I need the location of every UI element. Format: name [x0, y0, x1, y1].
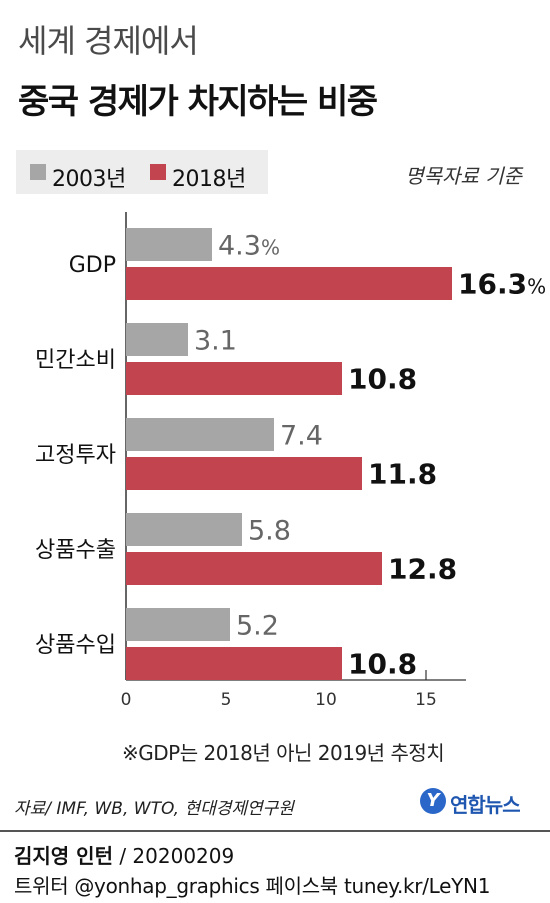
data-label: 7.4 [280, 421, 323, 452]
data-label: 10.8 [348, 363, 417, 396]
bar [126, 552, 382, 585]
category-label: 민간소비 [35, 348, 116, 373]
legend-label-2003: 2003년 [52, 167, 126, 192]
legend-label-2018: 2018년 [172, 167, 246, 192]
logo-mark-icon: Y [420, 788, 446, 814]
x-tick-label: 10 [315, 690, 337, 710]
divider [0, 830, 550, 832]
bar [126, 418, 274, 451]
data-label: 4.3% [218, 231, 280, 262]
yonhap-logo: Y 연합뉴스 [420, 786, 540, 820]
credit: 김지영 인턴 / 20200209 [14, 840, 234, 869]
category-label: GDP [69, 253, 116, 278]
category-label: 상품수출 [35, 538, 116, 563]
logo-text: 연합뉴스 [450, 793, 521, 817]
bar [126, 608, 230, 641]
data-label: 5.2 [236, 611, 279, 642]
bar [126, 267, 452, 300]
percent-suffix: % [261, 236, 280, 260]
chart-title: 중국 경제가 차지하는 비중 [18, 82, 378, 122]
data-label: 3.1 [194, 326, 237, 357]
data-label: 10.8 [348, 648, 417, 681]
data-label: 11.8 [368, 458, 437, 491]
x-tick-label: 15 [415, 690, 437, 710]
data-label: 5.8 [248, 516, 291, 547]
bar [126, 323, 188, 356]
x-tick-label: 0 [121, 690, 132, 710]
data-label: 12.8 [388, 553, 457, 586]
bar [126, 457, 362, 490]
credit-name: 김지영 인턴 [14, 844, 113, 868]
bar [126, 647, 342, 680]
footnote: ※GDP는 2018년 아닌 2019년 추정치 [122, 741, 445, 765]
percent-suffix: % [527, 275, 546, 299]
credit-date: / 20200209 [119, 844, 235, 868]
category-label: 상품수입 [35, 633, 116, 658]
data-label: 16.3% [458, 268, 546, 301]
bar-chart: 0 5 10 15 GDP 4.3% 16.3% 민간소비 3.1 10.8 고정투자 7.4 11.8… [35, 212, 546, 710]
category-label: 고정투자 [35, 443, 116, 468]
title-top: 세계 경제에서 [18, 22, 199, 60]
bar [126, 228, 212, 261]
bar [126, 362, 342, 395]
bar [126, 513, 242, 546]
x-tick-label: 5 [221, 690, 232, 710]
source-text: 자료/ IMF, WB, WTO, 현대경제연구원 [14, 799, 294, 819]
basis-note: 명목자료 기준 [405, 164, 522, 188]
legend-swatch-2018 [150, 164, 166, 180]
legend: 2003년 2018년 [16, 150, 268, 194]
legend-swatch-2003 [30, 164, 46, 180]
social-links: 트위터 @yonhap_graphics 페이스북 tuney.kr/LeYN1 [14, 874, 491, 898]
